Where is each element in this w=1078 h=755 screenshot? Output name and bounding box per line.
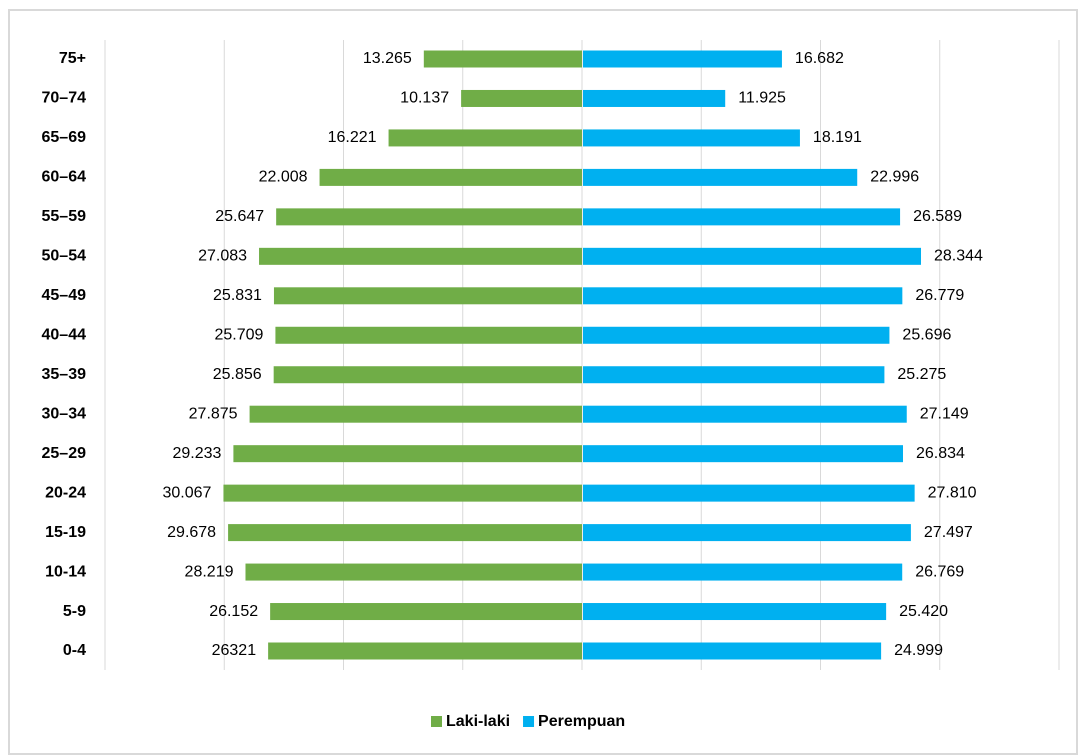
data-label: 30.067 [163,484,212,501]
category-label: 0-4 [63,642,86,659]
bar [423,50,582,68]
bar [583,89,726,107]
data-label: 22.008 [259,169,308,186]
category-label: 70–74 [42,90,87,107]
data-label: 27.497 [924,524,973,541]
bar [461,89,582,107]
bar [583,247,922,265]
legend-swatch [431,716,442,727]
bar [249,405,582,423]
category-label: 50–54 [42,248,87,265]
bar [273,366,582,384]
data-label: 18.191 [813,129,862,146]
data-label: 25.856 [213,366,262,383]
bar [583,405,907,423]
data-label: 25.709 [214,326,263,343]
category-label: 45–49 [42,287,87,304]
data-label: 28.219 [185,563,234,580]
bar [583,563,903,581]
chart-frame [8,9,1078,755]
data-label: 29.233 [172,445,221,462]
bar [583,326,890,344]
bar [259,247,582,265]
data-label: 11.925 [738,90,786,107]
category-label: 55–59 [42,208,87,225]
data-label: 26.834 [916,445,965,462]
data-label: 26.779 [915,287,964,304]
legend-swatch [523,716,535,727]
category-label: 15-19 [45,524,86,541]
bar [268,642,582,660]
data-label: 26.152 [209,603,258,620]
bar [319,168,582,186]
data-label: 26.769 [915,563,964,580]
category-label: 5-9 [63,603,86,620]
data-label: 29.678 [167,524,216,541]
data-label: 25.696 [902,326,951,343]
data-label: 27.083 [198,248,247,265]
bar [228,524,582,542]
bar [583,208,901,226]
bar [245,563,583,581]
bar [583,603,887,621]
data-label: 25.647 [215,208,264,225]
category-label: 35–39 [42,366,87,383]
bar [276,208,582,226]
bar [583,129,800,147]
data-label: 13.265 [363,50,412,67]
category-label: 25–29 [42,445,87,462]
bar [223,484,582,502]
category-label: 40–44 [42,326,87,343]
category-label: 10-14 [45,563,86,580]
data-label: 10.137 [400,90,449,107]
data-label: 28.344 [934,248,983,265]
data-label: 26321 [212,642,257,659]
category-label: 75+ [59,50,86,67]
data-label: 16.221 [328,129,377,146]
bar [273,287,582,305]
legend-label: Laki-laki [446,713,510,730]
bar [270,603,582,621]
category-label: 65–69 [42,129,87,146]
data-label: 25.831 [213,287,262,304]
data-label: 27.810 [928,484,977,501]
data-label: 25.275 [897,366,946,383]
bar [583,168,858,186]
bar [583,642,882,660]
bar [583,50,782,68]
category-label: 60–64 [42,169,87,186]
bar [583,524,911,542]
bar [583,287,903,305]
data-label: 27.875 [189,405,238,422]
data-label: 24.999 [894,642,943,659]
data-label: 16.682 [795,50,844,67]
bar [583,445,903,463]
data-label: 26.589 [913,208,962,225]
bar [275,326,582,344]
bar [388,129,582,147]
data-label: 25.420 [899,603,948,620]
category-label: 30–34 [42,405,87,422]
data-label: 22.996 [870,169,919,186]
legend-label: Perempuan [538,713,625,730]
bar [233,445,582,463]
data-label: 27.149 [920,405,969,422]
bar [583,484,915,502]
bar [583,366,885,384]
category-label: 20-24 [45,484,86,501]
